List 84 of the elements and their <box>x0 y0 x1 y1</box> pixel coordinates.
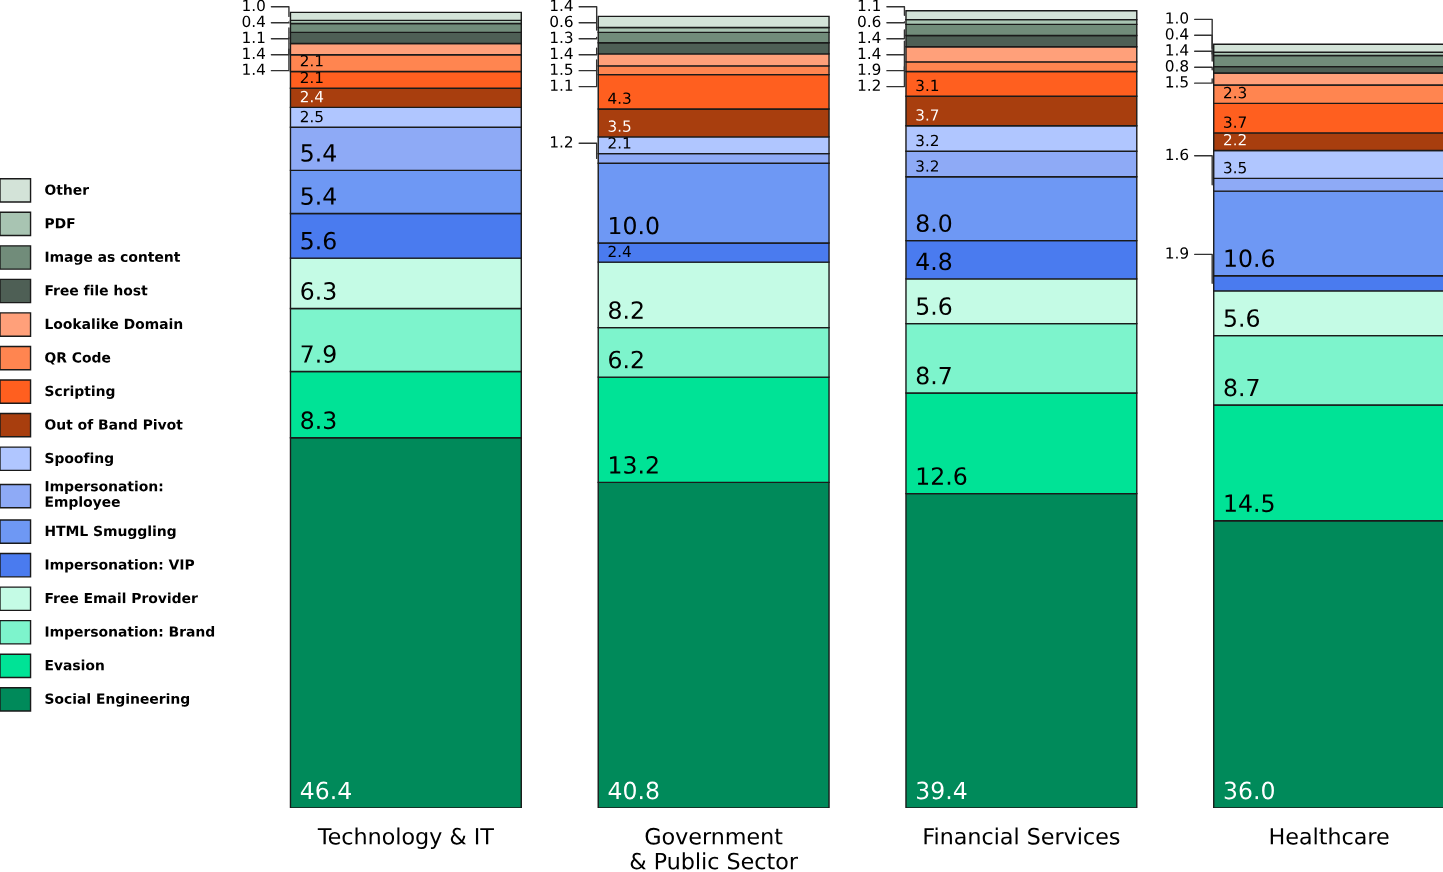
data-label: 2.1 <box>300 71 323 84</box>
data-label: 1.4 <box>550 0 573 12</box>
data-label: 0.8 <box>1165 60 1189 72</box>
data-label: 1.1 <box>243 31 265 43</box>
data-label: 1.5 <box>550 63 573 76</box>
data-label: 39.4 <box>917 781 967 800</box>
data-label: 1.4 <box>243 63 265 75</box>
data-label: 5.6 <box>301 231 336 250</box>
legend-label: Free Email Provider <box>45 592 198 604</box>
data-label: 1.5 <box>1166 76 1188 88</box>
data-label: 1.9 <box>858 63 881 76</box>
legend-label: HTML Smuggling <box>45 525 176 539</box>
legend-label: PDF <box>45 218 75 229</box>
legend-label: Free file host <box>45 284 148 296</box>
legend-label: Impersonation: Employee <box>45 480 163 510</box>
data-label: 46.4 <box>300 781 351 800</box>
data-label: 6.2 <box>609 350 643 369</box>
data-label: 4.8 <box>916 252 952 271</box>
data-label: 2.4 <box>300 90 324 103</box>
data-label: 1.4 <box>1166 44 1189 56</box>
data-label: 1.3 <box>550 31 573 44</box>
data-label: 2.1 <box>300 54 323 67</box>
data-label: 12.6 <box>917 467 967 486</box>
legend-label: Other <box>45 184 90 195</box>
data-label: 5.6 <box>917 297 952 316</box>
data-label: 36.0 <box>1224 781 1274 800</box>
legend-label: Impersonation: VIP <box>45 558 195 573</box>
data-label: 3.1 <box>916 79 939 92</box>
legend-label: Out of Band Pivot <box>45 418 183 430</box>
data-label: 1.2 <box>550 136 573 148</box>
data-label: 0.4 <box>242 15 265 28</box>
data-label: 5.4 <box>301 187 336 205</box>
legend-label: Spoofing <box>45 452 113 467</box>
data-label: 2.3 <box>1224 86 1247 99</box>
data-label: 13.2 <box>610 455 658 474</box>
data-label: 1.0 <box>1166 12 1189 24</box>
data-label: 6.3 <box>301 282 336 300</box>
data-label: 14.5 <box>1225 494 1274 513</box>
data-label: 3.7 <box>1224 116 1246 128</box>
data-label: 8.2 <box>609 301 643 320</box>
legend-label: Image as content <box>45 251 181 265</box>
data-label: 3.5 <box>1224 161 1246 174</box>
data-label: 1.1 <box>550 79 573 91</box>
data-label: 1.0 <box>243 0 265 12</box>
legend-label: QR Code <box>45 351 111 365</box>
data-label: 1.4 <box>243 47 265 59</box>
data-label: 1.1 <box>858 0 880 12</box>
data-label: 1.9 <box>1166 247 1189 259</box>
legend-label: Social Engineering <box>45 693 190 707</box>
data-label: 1.4 <box>858 47 881 59</box>
x-tick-label: Government & Public Sector <box>630 827 798 870</box>
data-label: 2.5 <box>300 110 323 123</box>
data-label: 8.7 <box>916 366 951 385</box>
data-label: 3.2 <box>916 160 938 172</box>
data-label: 5.6 <box>1224 309 1260 328</box>
data-label: 0.6 <box>858 15 881 28</box>
data-label: 3.5 <box>608 120 631 132</box>
data-label: 2.4 <box>608 245 631 257</box>
data-label: 5.4 <box>301 144 336 162</box>
data-label: 4.3 <box>608 92 631 104</box>
data-label: 40.8 <box>608 781 659 800</box>
legend-label: Lookalike Domain <box>45 318 183 330</box>
data-label: 0.6 <box>550 15 573 28</box>
data-label: 2.1 <box>608 137 631 149</box>
legend-label: Evasion <box>45 659 104 671</box>
data-label: 1.4 <box>550 47 573 59</box>
legend-label: Impersonation: Brand <box>45 626 215 640</box>
data-label: 8.7 <box>1224 378 1259 397</box>
x-tick-label: Financial Services <box>924 827 1120 845</box>
x-tick-label: Technology & IT <box>317 827 494 849</box>
data-label: 10.6 <box>1225 249 1275 268</box>
x-tick-label: Healthcare <box>1270 827 1389 845</box>
data-label: 8.0 <box>916 214 952 233</box>
data-label: 1.2 <box>858 79 880 91</box>
data-label: 8.3 <box>301 411 336 430</box>
data-label: 1.6 <box>1166 148 1189 161</box>
data-label: 0.4 <box>1165 28 1189 40</box>
data-label: 3.7 <box>916 109 939 121</box>
data-label: 7.9 <box>301 345 336 363</box>
data-label: 3.2 <box>916 134 938 147</box>
data-label: 10.0 <box>610 216 659 235</box>
data-label: 2.2 <box>1224 133 1246 146</box>
legend-label: Scripting <box>45 385 115 399</box>
data-label: 1.4 <box>858 31 881 43</box>
